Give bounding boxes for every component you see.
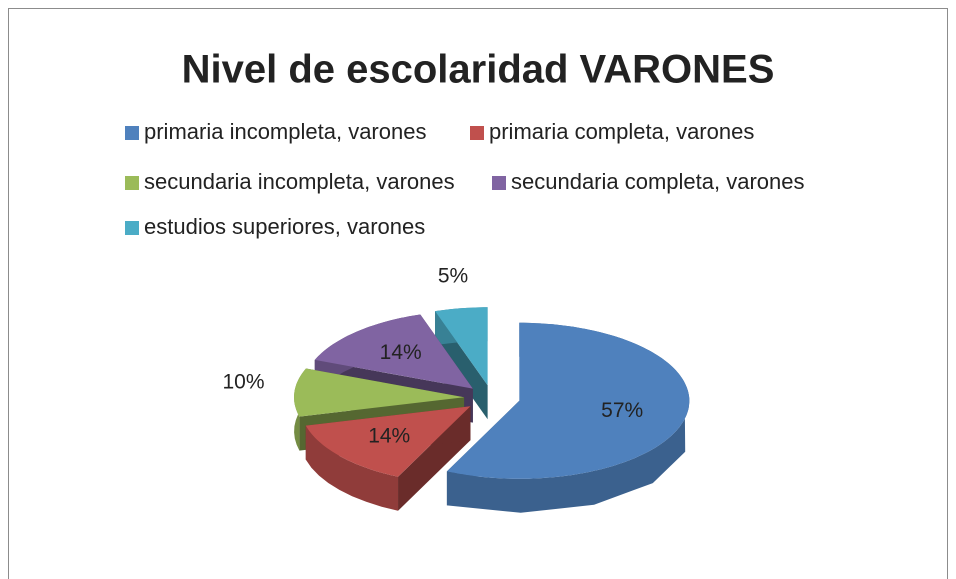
slice [305,406,471,511]
slice [446,322,690,513]
slice-wall [305,425,398,511]
slice-top [314,314,473,389]
legend-label: primaria completa, varones [489,119,754,144]
data-label: 5% [438,265,468,288]
data-label: 14% [380,341,422,364]
legend-swatch [470,126,484,140]
chart-title: Nivel de escolaridad VARONES [182,48,775,92]
legend-swatch [492,176,506,190]
legend-label: secundaria incompleta, varones [144,169,455,194]
pie [294,307,690,513]
data-label: 57% [601,399,643,422]
data-label: 14% [368,425,410,448]
legend-swatch [125,221,139,235]
legend-label: primaria incompleta, varones [144,119,426,144]
data-label: 10% [222,370,264,393]
legend-label: secundaria completa, varones [511,169,805,194]
slice-top [435,307,488,386]
legend-swatch [125,176,139,190]
legend-swatch [125,126,139,140]
slice [435,307,488,420]
slice-top [305,406,471,477]
legend-label: estudios superiores, varones [144,214,425,239]
slice-top [294,368,465,417]
slice-top [446,322,690,479]
